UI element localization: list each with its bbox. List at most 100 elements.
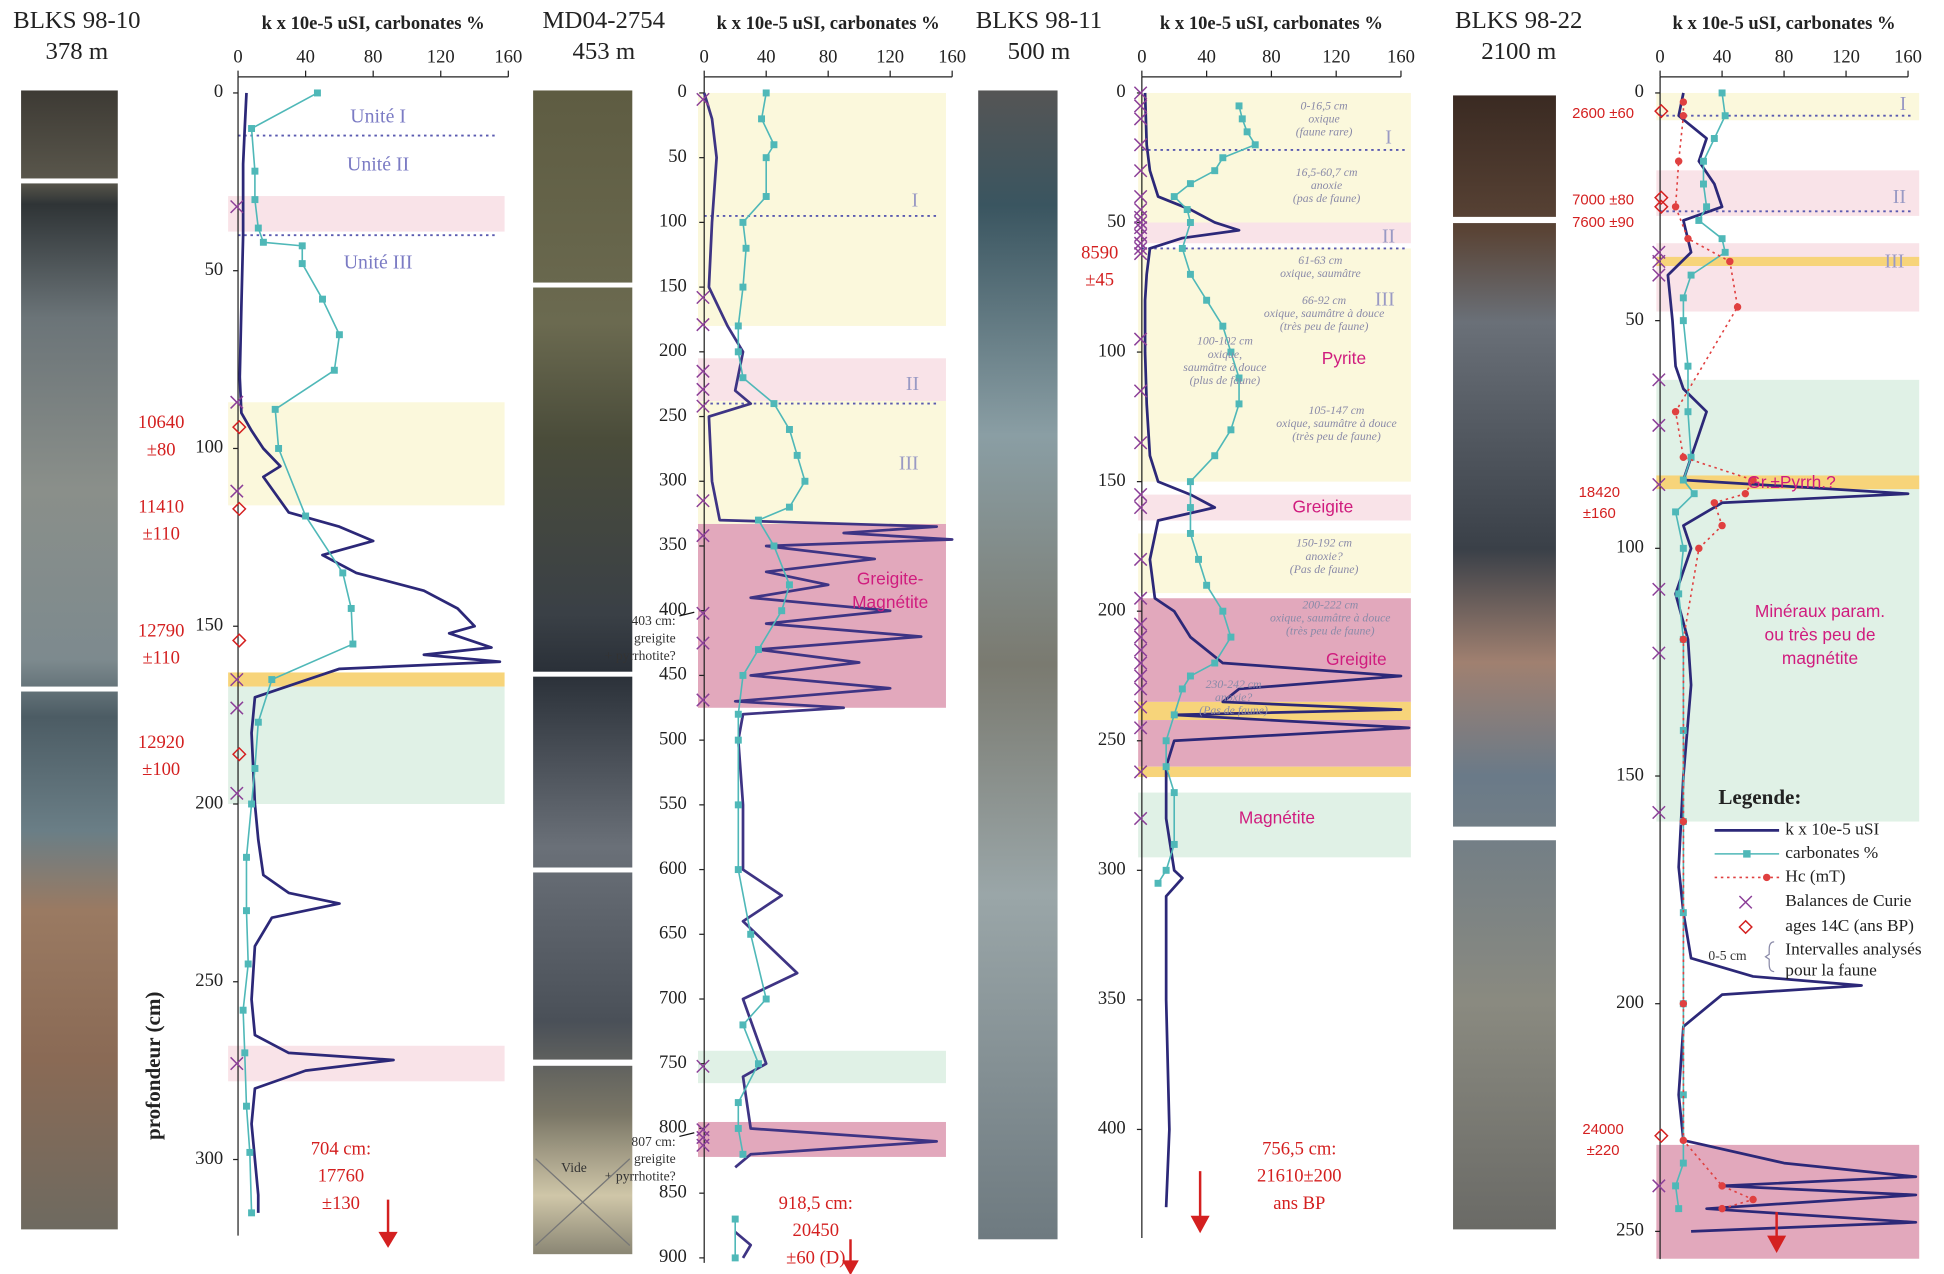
series-line (1157, 105, 1256, 884)
data-point (1718, 1204, 1726, 1213)
data-point (1186, 270, 1194, 278)
annotation: ±110 (142, 524, 179, 545)
x-tick-label: 160 (938, 47, 966, 68)
data-point (1679, 317, 1687, 325)
data-point (1162, 737, 1170, 745)
data-point (734, 348, 742, 356)
data-point (1219, 322, 1227, 330)
data-point (739, 1150, 747, 1158)
data-point (1170, 789, 1178, 797)
data-point (1684, 408, 1692, 416)
legend-label: pour la faune (1785, 961, 1877, 980)
pointer (679, 1132, 695, 1138)
series-line (702, 92, 954, 1259)
data-point (785, 503, 793, 511)
legend-label: Balances de Curie (1785, 891, 1912, 910)
annotation: III (1884, 250, 1904, 272)
data-point (762, 193, 770, 200)
y-tick-label: 200 (1616, 992, 1644, 1013)
interval-band (1138, 494, 1411, 521)
annotation: ±130 (322, 1193, 360, 1214)
y-tick-label: 750 (659, 1052, 687, 1073)
curie-marker (696, 493, 710, 508)
curie-marker (1133, 163, 1148, 178)
annotation: I (912, 190, 919, 212)
interval-band (1138, 766, 1411, 778)
annotation: 8590 (1081, 242, 1118, 263)
y-tick-label: 50 (668, 146, 687, 167)
annotation: 24000 (1582, 1122, 1623, 1138)
data-point (1154, 879, 1162, 887)
x-tick-label: 40 (757, 47, 776, 68)
data-point (1721, 112, 1729, 120)
annotation: Greigite (1292, 497, 1353, 517)
data-point (1718, 89, 1726, 97)
data-point (1671, 407, 1680, 416)
data-point (785, 426, 793, 433)
legend-title: Legende: (1718, 785, 1801, 809)
interval-band (1138, 248, 1411, 482)
annotation: Vide (561, 1160, 587, 1175)
x-tick-label: 40 (296, 47, 315, 68)
data-point (801, 477, 809, 485)
data-point (1211, 452, 1219, 460)
curie-marker (1133, 236, 1148, 250)
interval-band (1656, 243, 1920, 312)
data-point (1679, 111, 1688, 120)
legend-swatch (1738, 919, 1753, 935)
data-point (793, 451, 801, 459)
water-depth: 453 m (572, 38, 635, 65)
data-point (271, 405, 279, 413)
y-tick-label: 300 (1098, 859, 1126, 880)
y-tick-label: 350 (1098, 988, 1126, 1009)
core-gap (531, 282, 634, 288)
data-point (1690, 490, 1698, 498)
annotation: III (899, 452, 919, 474)
data-point (298, 260, 306, 268)
y-tick-label: 250 (1098, 729, 1126, 750)
y-tick-label: 100 (195, 437, 223, 458)
data-point (1227, 633, 1235, 641)
data-point (734, 736, 742, 744)
data-point (1679, 453, 1688, 461)
legend-label: ages 14C (ans BP) (1785, 916, 1914, 935)
legend-label: Hc (mT) (1785, 866, 1845, 885)
annotation: oxique, saumâtre à douce (1264, 307, 1384, 320)
interval-band (1138, 720, 1411, 767)
annotation: anoxie? (1215, 691, 1252, 704)
curie-marker (1133, 112, 1148, 126)
y-tick-label: 300 (195, 1148, 223, 1169)
curie-marker (230, 701, 244, 715)
curie-marker (230, 484, 244, 498)
curie-marker (1133, 384, 1148, 398)
data-point (1679, 98, 1688, 106)
curie-marker (1133, 669, 1148, 683)
data-point (243, 853, 250, 861)
data-point (1695, 544, 1703, 553)
data-point (734, 710, 742, 718)
data-point (248, 125, 256, 132)
data-point (251, 167, 259, 175)
y-tick-label: 250 (195, 970, 223, 991)
y-tick-label: 300 (659, 470, 687, 491)
data-point (770, 141, 778, 149)
interval-band (698, 401, 946, 524)
annotation: 2600 ±60 (1572, 106, 1634, 122)
data-point (246, 1148, 254, 1156)
curie-marker (1652, 582, 1666, 597)
data-point (1675, 1205, 1683, 1213)
series-line (238, 92, 502, 1213)
y-tick-label: 250 (1616, 1220, 1644, 1241)
legend-swatch (1738, 895, 1753, 909)
y-tick-label: 150 (1616, 764, 1644, 785)
annotation: ±160 (1583, 506, 1616, 522)
curie-marker (1652, 477, 1666, 492)
annotation: 100-102 cm (1197, 335, 1253, 348)
data-point (754, 646, 762, 654)
annotation: greigite (634, 631, 676, 646)
legend-label: carbonates % (1785, 843, 1878, 862)
data-point (739, 218, 747, 226)
annotation: oxique, saumâtre à douce (1270, 612, 1390, 625)
x-tick-label: 80 (364, 47, 383, 68)
